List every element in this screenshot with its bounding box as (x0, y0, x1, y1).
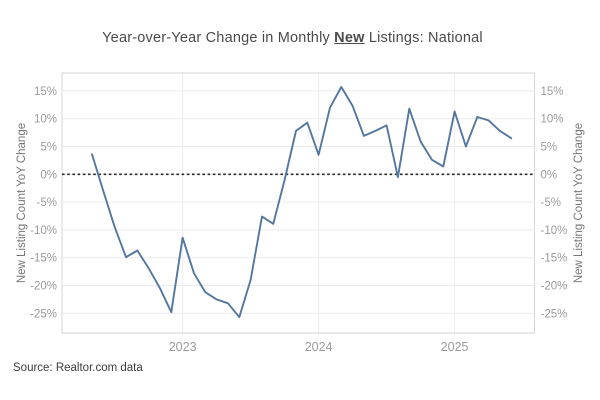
y-tick-label-left: -15% (30, 253, 57, 265)
x-tick-label: 2025 (441, 340, 469, 354)
y-tick-label-left: 10% (34, 114, 57, 126)
y-tick-label-right: 10% (541, 114, 564, 126)
y-tick-label-right: -25% (541, 308, 568, 320)
y-tick-label-left: -20% (30, 281, 57, 293)
chart-title: Year-over-Year Change in Monthly New Lis… (0, 30, 585, 46)
y-tick-label-right: -15% (541, 253, 568, 265)
data-line (91, 86, 513, 319)
source-note: Source: Realtor.com data (13, 362, 143, 374)
y-tick-label-right: 5% (541, 141, 558, 153)
x-tick-label: 2023 (169, 340, 197, 354)
y-tick-label-right: -5% (541, 197, 561, 209)
y-tick-label-right: -10% (541, 225, 568, 237)
y-tick-label-left: -25% (30, 308, 57, 320)
y-tick-label-right: 15% (541, 86, 564, 98)
y-tick-label-right: -20% (541, 281, 568, 293)
y-tick-label-left: -5% (37, 197, 57, 209)
x-tick-label: 2024 (305, 340, 333, 354)
plot-border (61, 72, 535, 334)
chart-title-prefix: Year-over-Year Change in Monthly (102, 30, 335, 46)
y-tick-label-left: 15% (34, 86, 57, 98)
y-tick-label-right: 0% (541, 169, 558, 181)
chart-title-suffix: Listings: National (364, 30, 483, 46)
y-tick-label-left: -10% (30, 225, 57, 237)
y-tick-label-left: 0% (40, 169, 57, 181)
chart-title-emphasis: New (334, 30, 365, 46)
y-tick-label-left: 5% (40, 141, 57, 153)
